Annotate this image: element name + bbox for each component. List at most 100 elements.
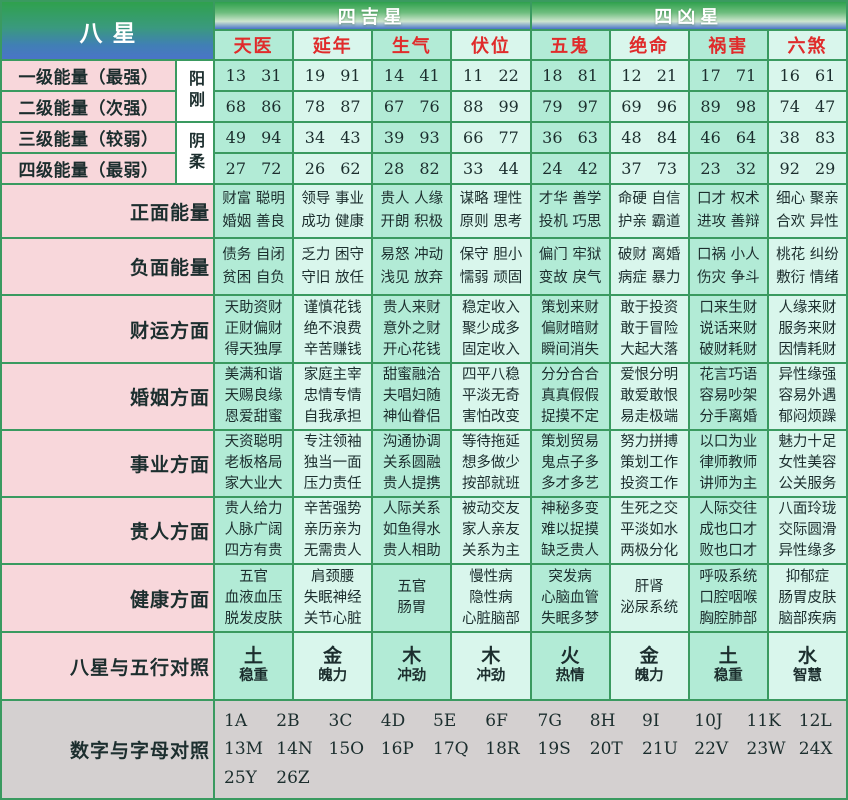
- aspect-text-line: 抑郁症: [785, 568, 830, 585]
- aspect-text-line: 平淡如水: [620, 522, 679, 538]
- star-header-7: 祸害: [689, 31, 767, 59]
- five-element-cell: 木冲劲: [452, 633, 530, 699]
- element-trait: 冲劲: [476, 667, 506, 684]
- aspect-text-line: 心脑血管: [541, 589, 600, 606]
- aspect-text-line: 口腔咽喉: [699, 589, 758, 606]
- number-letter-item: 14N: [276, 739, 313, 760]
- aspect-text-line: 自我承担: [303, 409, 362, 425]
- aspect-cell: 策划贸易 鬼点子多 多才多艺: [531, 431, 609, 496]
- energy-number-cell: 38 83: [768, 123, 846, 152]
- energy-number-cell: 17 71: [689, 61, 767, 90]
- aspect-text-line: 努力拼搏: [620, 434, 679, 450]
- energy-number-cell: 48 84: [610, 123, 688, 152]
- aspect-text-line: 绝不浪费: [303, 320, 362, 337]
- aspect-text-line: 两极分化: [620, 543, 679, 559]
- aspect-text-line: 神仙眷侣: [382, 409, 441, 425]
- aspect-text-line: 家大业大: [224, 476, 283, 492]
- aspect-text-line: 以口为业: [699, 434, 758, 450]
- element-trait: 稳重: [239, 667, 269, 684]
- aspect-row-label: 贵人方面: [2, 498, 213, 563]
- aspect-text-line: 害怕改变: [461, 409, 520, 425]
- aspect-text-line: 懦弱 顽固: [459, 269, 523, 286]
- aspect-text-line: 胸腔肺部: [699, 610, 758, 627]
- element-trait: 冲劲: [397, 667, 427, 684]
- aspect-text-line: 易走极端: [620, 409, 679, 425]
- number-letter-item: 17Q: [433, 739, 469, 760]
- aspect-text-line: 贵人给力: [224, 501, 283, 517]
- aspect-cell: 稳定收入 聚少成多 固定收入: [452, 296, 530, 362]
- aspect-text-line: 恩爱甜蜜: [224, 409, 283, 425]
- star-header-4: 伏位: [452, 31, 530, 59]
- aspect-cell: 以口为业 律师教师 讲师为主: [689, 431, 767, 496]
- aspect-text-line: 偏门 牢狱: [538, 246, 602, 263]
- aspect-text-line: 失眠神经: [303, 589, 362, 606]
- number-letter-label: 数字与字母对照: [2, 701, 213, 798]
- aspect-cell: 突发病 心脑血管 失眠多梦: [531, 565, 609, 631]
- aspect-text-line: 稳定收入: [461, 299, 520, 316]
- aspect-cell: 努力拼搏 策划工作 投资工作: [610, 431, 688, 496]
- aspect-cell: 美满和谐 天赐良缘 恩爱甜蜜: [215, 364, 293, 429]
- aspect-text-line: 家人亲友: [461, 522, 520, 538]
- energy-number-cell: 19 91: [294, 61, 372, 90]
- star-header-3: 生气: [373, 31, 451, 59]
- energy-number-cell: 18 81: [531, 61, 609, 90]
- five-element-cell: 水智慧: [768, 633, 846, 699]
- aspect-text-line: 四平八稳: [461, 367, 520, 383]
- aspect-text-line: 偏财暗财: [541, 320, 600, 337]
- energy-number-cell: 14 41: [373, 61, 451, 90]
- aspect-text-line: 护亲 霸道: [617, 214, 681, 230]
- aspect-text-line: 固定收入: [461, 341, 520, 358]
- energy-number-cell: 28 82: [373, 154, 451, 183]
- aspect-text-line: 独当一面: [303, 455, 362, 471]
- aspect-text-line: 脱发皮肤: [224, 610, 283, 627]
- energy-number-cell: 27 72: [215, 154, 293, 183]
- aspect-text-line: 八面玲珑: [778, 501, 837, 517]
- aspect-text-line: 女性美容: [778, 455, 837, 471]
- number-letter-item: 26Z: [276, 767, 310, 788]
- aspect-text-line: 关节心脏: [303, 610, 362, 627]
- aspect-cell: 谨慎花钱 绝不浪费 辛苦赚钱: [294, 296, 372, 362]
- aspect-text-line: 贵人 人缘: [380, 191, 444, 207]
- aspect-cell: 神秘多变 难以捉摸 缺乏贵人: [531, 498, 609, 563]
- aspect-text-line: 口来生财: [699, 299, 758, 316]
- aspect-text-line: 策划贸易: [541, 434, 600, 450]
- aspect-text-line: 败也口才: [699, 543, 758, 559]
- number-letter-item: 1A: [224, 711, 248, 732]
- aspect-text-line: 开心花钱: [382, 341, 441, 358]
- aspect-cell: 口才 权术 进攻 善辩: [689, 185, 767, 237]
- aspect-cell: 生死之交 平淡如水 两极分化: [610, 498, 688, 563]
- energy-number-cell: 33 44: [452, 154, 530, 183]
- energy-number-cell: 37 73: [610, 154, 688, 183]
- aspect-text-line: 甜蜜融洽: [382, 367, 441, 383]
- number-letter-item: 23W: [746, 739, 786, 760]
- aspect-text-line: 肠胃: [397, 600, 427, 616]
- aspect-text-line: 敷衍 情绪: [776, 269, 839, 286]
- aspect-text-line: 爱恨分明: [620, 367, 679, 383]
- star-header-1: 天医: [215, 31, 293, 59]
- aspect-cell: 专注领袖 独当一面 压力责任: [294, 431, 372, 496]
- energy-number-cell: 36 63: [531, 123, 609, 152]
- number-letter-item: 13M: [224, 739, 264, 760]
- aspect-cell: 敢于投资 敢于冒险 大起大落: [610, 296, 688, 362]
- five-element-cell: 金魄力: [294, 633, 372, 699]
- energy-number-cell: 88 99: [452, 92, 530, 121]
- aspect-text-line: 缺乏贵人: [541, 543, 600, 559]
- aspect-cell: 乏力 困守 守旧 放任: [294, 239, 372, 294]
- yang-gang-label: 阳刚: [177, 61, 213, 121]
- aspect-cell: 分分合合 真真假假 捉摸不定: [531, 364, 609, 429]
- aspect-text-line: 人脉广阔: [224, 522, 283, 538]
- aspect-text-line: 关系圆融: [382, 455, 441, 471]
- energy-number-cell: 16 61: [768, 61, 846, 90]
- aspect-text-line: 关系为主: [461, 543, 520, 559]
- energy-level-label: 四级能量（最弱）: [2, 154, 175, 183]
- inauspicious-stars-header: 四凶星: [531, 2, 846, 29]
- number-letter-item: 2B: [276, 711, 300, 732]
- aspect-cell: 偏门 牢狱 变故 戾气: [531, 239, 609, 294]
- number-letter-item: 10J: [694, 711, 723, 732]
- aspect-text-line: 人际交往: [699, 501, 758, 517]
- aspect-text-line: 四方有贵: [224, 543, 283, 559]
- aspect-text-line: 五官: [397, 579, 427, 595]
- aspect-text-line: 心脏脑部: [461, 610, 520, 627]
- aspect-cell: 甜蜜融洽 夫唱妇随 神仙眷侣: [373, 364, 451, 429]
